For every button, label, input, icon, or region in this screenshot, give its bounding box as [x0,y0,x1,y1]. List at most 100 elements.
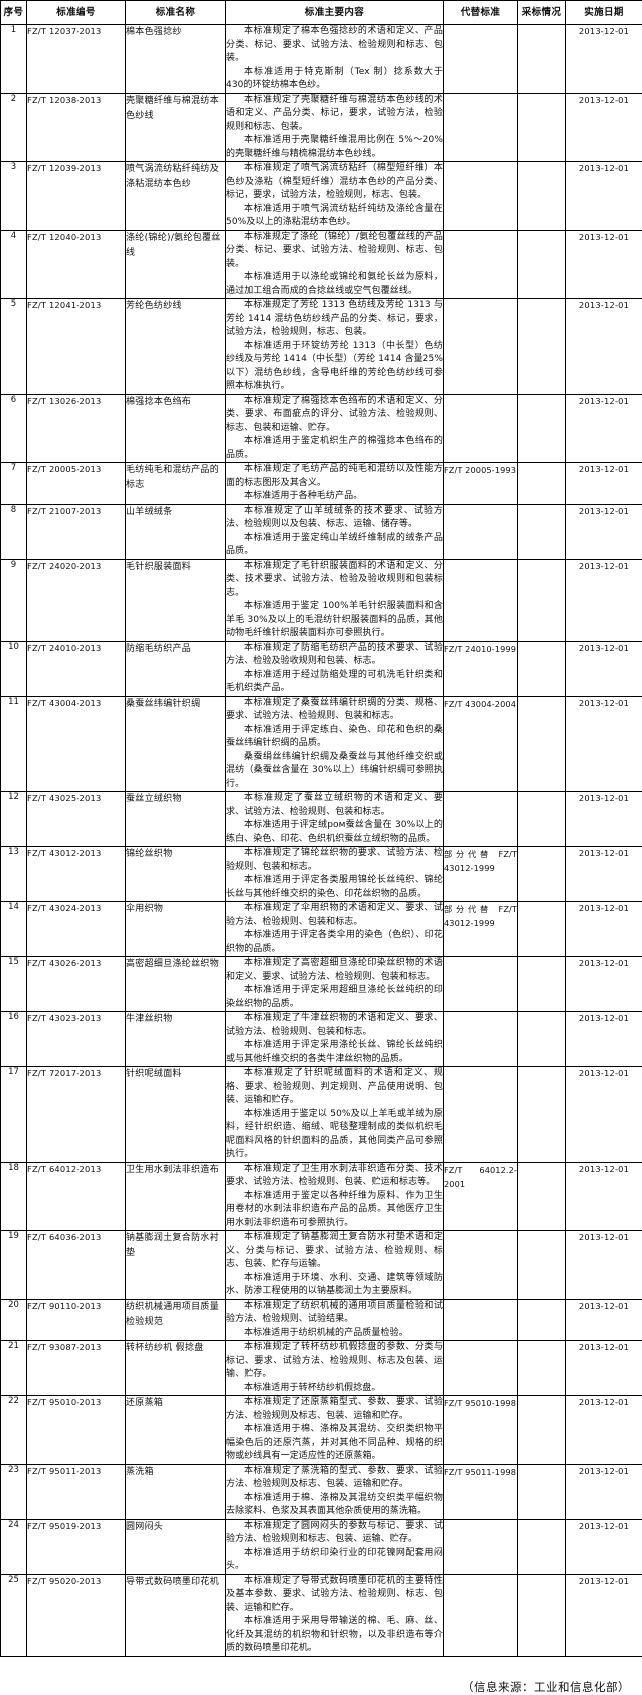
cell-main-content: 本标准规定了伞用织物的术语和定义、要求、试验方法、检验规则、包装和标志。本标准适… [226,902,444,957]
content-paragraph: 本标准规定了山羊绒绒条的技术要求、试验方法、检验规则以及包装、标志、运输、储存等… [226,505,443,532]
cell-adoption-status [518,1341,566,1396]
content-paragraph: 本标准规定了导带式数码喷墨印花机的主要特性及基本参数、要求、试验方法、检验规则、… [226,1575,443,1616]
cell-index: 4 [1,230,27,299]
cell-index: 8 [1,504,27,559]
cell-main-content: 本标准规定了还原蒸箱型式、参数、要求、试验方法、检验规则及标志、包装、运输和贮存… [226,1396,444,1465]
content-paragraph: 本标准适用于鉴定纯山羊绒纤维制成的绒条产品品质。 [226,532,443,559]
cell-main-content: 本标准规定了针织呢绒面料的术语和定义、规格、要求、检验规则、判定规则、产品使用说… [226,1067,444,1163]
cell-standard-code: FZ/T 12039-2013 [27,162,126,231]
cell-adoption-status [518,25,566,94]
cell-standard-code: FZ/T 95011-2013 [27,1464,126,1519]
cell-main-content: 本标准规定了蚕丝立绒织物的术语和定义、要求、试验方法、检验规则、包装和标志。本标… [226,792,444,847]
cell-implementation-date: 2013-12-01 [566,1012,642,1067]
cell-main-content: 本标准规定了芳纶 1313 色纺线及芳纶 1313 与芳纶 1414 混纺色纺纱… [226,299,444,395]
cell-main-content: 本标准规定了毛纺产品的纯毛和混纺以及性能方面的标志图形及其含义。本标准适用于各种… [226,463,444,505]
content-paragraph: 本标准适用于纺织印染行业的印花镍网配套用闷头。 [226,1547,443,1574]
cell-standard-code: FZ/T 93087-2013 [27,1341,126,1396]
cell-adoption-status [518,1162,566,1231]
cell-index: 13 [1,847,27,902]
cell-adoption-status [518,1012,566,1067]
cell-main-content: 本标准规定了防缩毛纺织产品的技术要求、试验方法、检验及验收规则和包装、标志。本标… [226,641,444,696]
cell-standard-code: FZ/T 95010-2013 [27,1396,126,1465]
cell-implementation-date: 2013-12-01 [566,847,642,902]
cell-replaced-standard [444,1341,518,1396]
cell-standard-name: 导带式数码喷墨印花机 [126,1574,226,1656]
cell-standard-code: FZ/T 43026-2013 [27,957,126,1012]
cell-replaced-standard [444,1299,518,1341]
cell-adoption-status [518,847,566,902]
content-paragraph: 本标准规定了芳纶 1313 色纺线及芳纶 1313 与芳纶 1414 混纺色纺纱… [226,299,443,340]
cell-index: 21 [1,1341,27,1396]
cell-standard-name: 纺织机械通用项目质量检验规范 [126,1299,226,1341]
cell-replaced-standard [444,1067,518,1163]
cell-main-content: 本标准规定了棉强捻本色绉布的术语和定义、分类、要求、布面疵点的评分、试验方法、检… [226,394,444,463]
cell-replaced-standard: FZ/T 95010-1998 [444,1396,518,1465]
cell-index: 7 [1,463,27,505]
cell-standard-name: 牛津丝织物 [126,1012,226,1067]
cell-standard-name: 防缩毛纺织产品 [126,641,226,696]
cell-main-content: 本标准规定了导带式数码喷墨印花机的主要特性及基本参数、要求、试验方法、检验规则、… [226,1574,444,1656]
cell-replaced-standard: 部分代替 FZ/T 43012-1999 [444,847,518,902]
cell-standard-name: 棉本色强捻纱 [126,25,226,94]
cell-main-content: 本标准规定了棉本色强捻纱的术语和定义、产品分类、标记、要求、试验方法、检验规则和… [226,25,444,94]
column-header-name: 标准名称 [126,1,226,25]
cell-standard-name: 山羊绒绒条 [126,504,226,559]
cell-adoption-status [518,1574,566,1656]
content-paragraph: 本标准适用于评定练白、染色、印花和色织的桑蚕丝纬编针织绸的品质。 [226,724,443,751]
cell-standard-name: 伞用织物 [126,902,226,957]
cell-replaced-standard: FZ/T 24010-1999 [444,641,518,696]
cell-replaced-standard [444,1231,518,1300]
cell-main-content: 本标准规定了卫生用水刺法非织造布分类、技术要求、试验方法、检验规则、包装、贮运和… [226,1162,444,1231]
cell-implementation-date: 2013-12-01 [566,1519,642,1574]
cell-adoption-status [518,93,566,162]
content-paragraph: 本标准规定了还原蒸箱型式、参数、要求、试验方法、检验规则及标志、包装、运输和贮存… [226,1396,443,1423]
cell-main-content: 本标准规定了圆网闷头的参数与标记、要求、试验方法、检验规则和标志、包装、运输、贮… [226,1519,444,1574]
column-header-content: 标准主要内容 [226,1,444,25]
cell-index: 9 [1,559,27,641]
cell-implementation-date: 2013-12-01 [566,25,642,94]
cell-replaced-standard [444,162,518,231]
cell-adoption-status [518,1396,566,1465]
cell-adoption-status [518,162,566,231]
cell-standard-name: 钠基膨润土复合防水衬垫 [126,1231,226,1300]
cell-adoption-status [518,1067,566,1163]
content-paragraph: 本标准规定了壳聚糖纤维与棉混纺本色纱线的术语和定义、产品分类、标记，要求，试验方… [226,94,443,135]
content-paragraph: 本标准规定了纺织机械的通用项目质量检验和试验方法、检验规则、试验结果。 [226,1300,443,1327]
cell-index: 6 [1,394,27,463]
cell-standard-name: 卫生用水刺法非织造布 [126,1162,226,1231]
content-paragraph: 本标准规定了圆网闷头的参数与标记、要求、试验方法、检验规则和标志、包装、运输、贮… [226,1520,443,1547]
cell-adoption-status [518,1464,566,1519]
cell-standard-name: 蚕丝立绒织物 [126,792,226,847]
content-paragraph: 本标准规定了桑蚕丝纬编针织绸的分类、规格、要求、试验方法、检验规则、包装和标志。 [226,697,443,724]
cell-standard-name: 壳聚糖纤维与棉混纺本色纱线 [126,93,226,162]
cell-replaced-standard [444,1012,518,1067]
content-paragraph: 本标准适用于壳聚糖纤维混用比例在 5%～20%的壳聚糖纤维与精梳棉混纺本色纱线。 [226,134,443,161]
cell-implementation-date: 2013-12-01 [566,1067,642,1163]
cell-main-content: 本标准规定了毛针织服装面料的术语和定义、分类、技术要求、试验方法、检验及验收规则… [226,559,444,641]
cell-implementation-date: 2013-12-01 [566,792,642,847]
content-paragraph: 本标准规定了卫生用水刺法非织造布分类、技术要求、试验方法、检验规则、包装、贮运和… [226,1163,443,1190]
content-paragraph: 本标准适用于特克斯制（Tex 制）捻系数大于430的环锭纺棉本色纱。 [226,66,443,93]
cell-main-content: 本标准规定了桑蚕丝纬编针织绸的分类、规格、要求、试验方法、检验规则、包装和标志。… [226,696,444,792]
content-paragraph: 本标准规定了转杯纺纱机假捻盘的参数、分类与标记、要求、试验方法、检验规则、标志及… [226,1341,443,1382]
cell-index: 23 [1,1464,27,1519]
column-header-code: 标准编号 [27,1,126,25]
cell-index: 15 [1,957,27,1012]
cell-standard-code: FZ/T 95020-2013 [27,1574,126,1656]
content-paragraph: 本标准规定了针织呢绒面料的术语和定义、规格、要求、检验规则、判定规则、产品使用说… [226,1067,443,1108]
cell-replaced-standard [444,230,518,299]
cell-implementation-date: 2013-12-01 [566,1574,642,1656]
cell-standard-name: 还原蒸箱 [126,1396,226,1465]
cell-index: 11 [1,696,27,792]
cell-replaced-standard [444,504,518,559]
